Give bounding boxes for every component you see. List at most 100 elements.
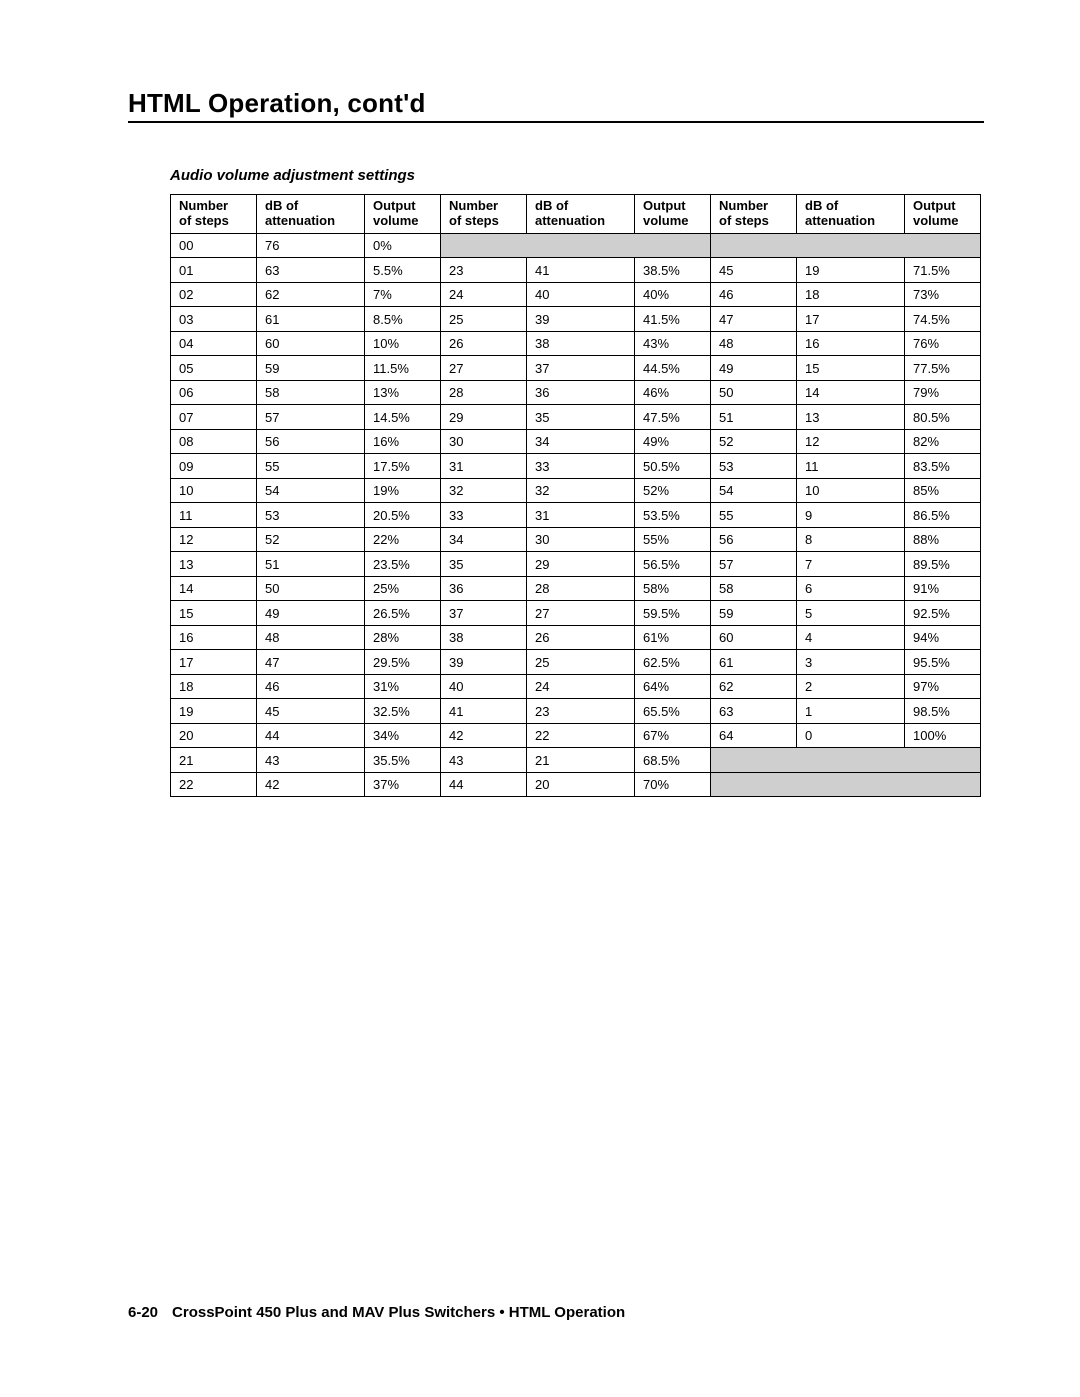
- table-row: 075714.5%293547.5%511380.5%: [171, 405, 981, 430]
- table-cell: 62: [257, 282, 365, 307]
- table-cell: 3: [797, 650, 905, 675]
- table-row: 055911.5%273744.5%491577.5%: [171, 356, 981, 381]
- table-cell: 67%: [635, 723, 711, 748]
- table-cell: 55%: [635, 527, 711, 552]
- table-cell: 26.5%: [365, 601, 441, 626]
- table-cell: 13: [797, 405, 905, 430]
- table-cell: 17.5%: [365, 454, 441, 479]
- table-cell: 65.5%: [635, 699, 711, 724]
- table-cell: 39: [441, 650, 527, 675]
- table-cell: 19%: [365, 478, 441, 503]
- table-cell: 98.5%: [905, 699, 981, 724]
- table-cell: 44: [441, 772, 527, 797]
- table-cell: 6: [797, 576, 905, 601]
- table-cell: 59: [711, 601, 797, 626]
- table-cell: 60: [711, 625, 797, 650]
- th-db-3: dB ofattenuation: [797, 195, 905, 234]
- table-cell: 08: [171, 429, 257, 454]
- table-cell: 10%: [365, 331, 441, 356]
- table-row: 125222%343055%56888%: [171, 527, 981, 552]
- table-cell: 41: [441, 699, 527, 724]
- table-cell: 24: [441, 282, 527, 307]
- table-cell-shaded: [711, 233, 981, 258]
- table-cell: 41: [527, 258, 635, 283]
- table-cell: 5: [797, 601, 905, 626]
- table-cell: 19: [171, 699, 257, 724]
- table-cell: 64: [711, 723, 797, 748]
- table-row: 164828%382661%60494%: [171, 625, 981, 650]
- table-cell: 52: [257, 527, 365, 552]
- table-cell: 18: [171, 674, 257, 699]
- table-cell: 02: [171, 282, 257, 307]
- table-cell: 32.5%: [365, 699, 441, 724]
- th-text: dB of: [535, 198, 568, 213]
- table-cell-shaded: [711, 748, 981, 773]
- table-cell: 92.5%: [905, 601, 981, 626]
- table-row: 02627%244040%461873%: [171, 282, 981, 307]
- table-cell: 49%: [635, 429, 711, 454]
- table-cell: 80.5%: [905, 405, 981, 430]
- table-cell: 83.5%: [905, 454, 981, 479]
- table-cell: 50: [257, 576, 365, 601]
- table-cell: 62.5%: [635, 650, 711, 675]
- table-cell: 44: [257, 723, 365, 748]
- table-cell: 17: [797, 307, 905, 332]
- th-text: Output: [913, 198, 956, 213]
- table-cell: 34%: [365, 723, 441, 748]
- table-cell: 29: [527, 552, 635, 577]
- table-cell: 23: [441, 258, 527, 283]
- table-cell: 51: [257, 552, 365, 577]
- th-text: attenuation: [805, 213, 875, 228]
- table-cell: 62: [711, 674, 797, 699]
- document-page: HTML Operation, cont'd Audio volume adju…: [0, 0, 1080, 1397]
- table-cell: 7%: [365, 282, 441, 307]
- table-cell: 49: [257, 601, 365, 626]
- table-cell: 27: [527, 601, 635, 626]
- table-row: 174729.5%392562.5%61395.5%: [171, 650, 981, 675]
- table-cell: 06: [171, 380, 257, 405]
- table-cell: 71.5%: [905, 258, 981, 283]
- footer-text: CrossPoint 450 Plus and MAV Plus Switche…: [172, 1304, 625, 1321]
- table-cell: 44.5%: [635, 356, 711, 381]
- table-cell: 40: [527, 282, 635, 307]
- table-cell: 85%: [905, 478, 981, 503]
- table-cell: 20.5%: [365, 503, 441, 528]
- th-text: attenuation: [535, 213, 605, 228]
- table-cell: 82%: [905, 429, 981, 454]
- table-row: 145025%362858%58691%: [171, 576, 981, 601]
- table-cell: 8.5%: [365, 307, 441, 332]
- volume-table: Numberof steps dB ofattenuation Outputvo…: [170, 194, 981, 797]
- table-cell: 54: [257, 478, 365, 503]
- table-cell: 61%: [635, 625, 711, 650]
- th-text: of steps: [179, 213, 229, 228]
- table-cell: 10: [797, 478, 905, 503]
- table-cell: 63: [711, 699, 797, 724]
- table-cell: 14: [797, 380, 905, 405]
- table-cell: 28: [441, 380, 527, 405]
- th-text: Number: [449, 198, 498, 213]
- table-cell: 60: [257, 331, 365, 356]
- th-text: Output: [373, 198, 416, 213]
- th-out-1: Outputvolume: [365, 195, 441, 234]
- table-cell: 38: [527, 331, 635, 356]
- th-text: volume: [913, 213, 959, 228]
- table-cell: 4: [797, 625, 905, 650]
- table-row: 194532.5%412365.5%63198.5%: [171, 699, 981, 724]
- table-cell: 31: [441, 454, 527, 479]
- table-cell: 63: [257, 258, 365, 283]
- table-cell: 46: [711, 282, 797, 307]
- table-cell: 61: [711, 650, 797, 675]
- table-row: 085616%303449%521282%: [171, 429, 981, 454]
- table-cell: 42: [441, 723, 527, 748]
- table-cell: 58: [711, 576, 797, 601]
- table-cell-shaded: [441, 233, 711, 258]
- table-cell: 2: [797, 674, 905, 699]
- table-cell: 01: [171, 258, 257, 283]
- table-cell: 45: [257, 699, 365, 724]
- th-text: volume: [643, 213, 689, 228]
- table-cell: 32: [527, 478, 635, 503]
- table-cell: 42: [257, 772, 365, 797]
- table-cell: 51: [711, 405, 797, 430]
- table-cell: 43%: [635, 331, 711, 356]
- table-cell: 73%: [905, 282, 981, 307]
